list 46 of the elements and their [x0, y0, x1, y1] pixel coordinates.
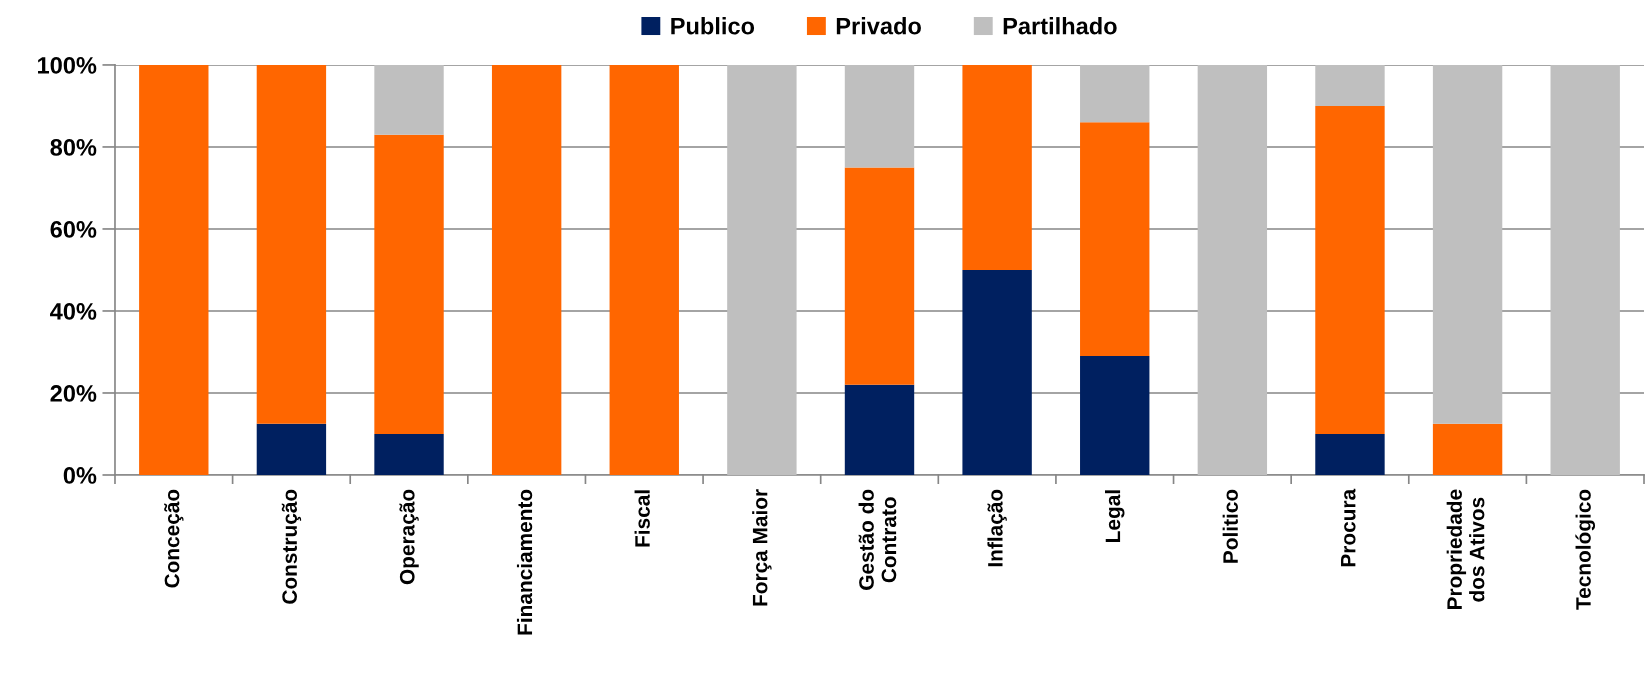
x-tick-label: Gestão do Contrato [858, 489, 897, 590]
legend-label: Privado [836, 17, 921, 35]
y-tick-label: 60% [50, 221, 97, 238]
bar [1315, 64, 1385, 106]
bar [139, 64, 209, 475]
x-tick-label: Construção [281, 489, 302, 604]
x-tick-label: Inflação [987, 489, 1007, 567]
bar [491, 64, 562, 475]
x-tick-label: Tecnológico [1575, 489, 1596, 610]
bar [256, 423, 327, 475]
y-tick-label: 20% [50, 385, 97, 402]
bar [1315, 105, 1385, 434]
bar [1197, 64, 1268, 475]
x-tick-label: Fiscal [634, 490, 650, 547]
x-tick-label: Politico [1222, 489, 1238, 563]
bar [374, 134, 444, 434]
bar [844, 167, 915, 385]
bar [1432, 423, 1503, 475]
bar [374, 64, 444, 135]
x-tick-label: Propriedade dos Ativos [1446, 489, 1485, 610]
legend-label: Publico [671, 17, 755, 35]
bar [844, 64, 915, 168]
bar [1080, 356, 1150, 475]
y-tick-label: 80% [50, 139, 97, 156]
x-tick-label: Operação [399, 489, 419, 585]
y-tick-label: 0% [63, 467, 97, 484]
x-tick-label: Legal [1104, 490, 1125, 542]
bar [727, 64, 797, 475]
bar [962, 64, 1032, 270]
bar [256, 64, 327, 424]
bar [1080, 64, 1150, 123]
legend-label: Partilhado [1003, 17, 1117, 35]
bar [609, 64, 679, 475]
x-tick-label: Força Maior [752, 489, 772, 606]
bar [962, 269, 1032, 475]
y-tick-label: 100% [38, 57, 97, 74]
y-tick-label: 40% [50, 303, 97, 320]
bar [1432, 64, 1503, 424]
bar [844, 384, 915, 475]
x-tick-label: Procura [1341, 488, 1356, 567]
x-tick-label: Financiamento [516, 489, 533, 635]
bar [1080, 122, 1150, 357]
bar [1550, 64, 1620, 475]
bar [1315, 433, 1385, 475]
x-tick-label: Conceção [164, 489, 184, 588]
bar [374, 433, 444, 475]
